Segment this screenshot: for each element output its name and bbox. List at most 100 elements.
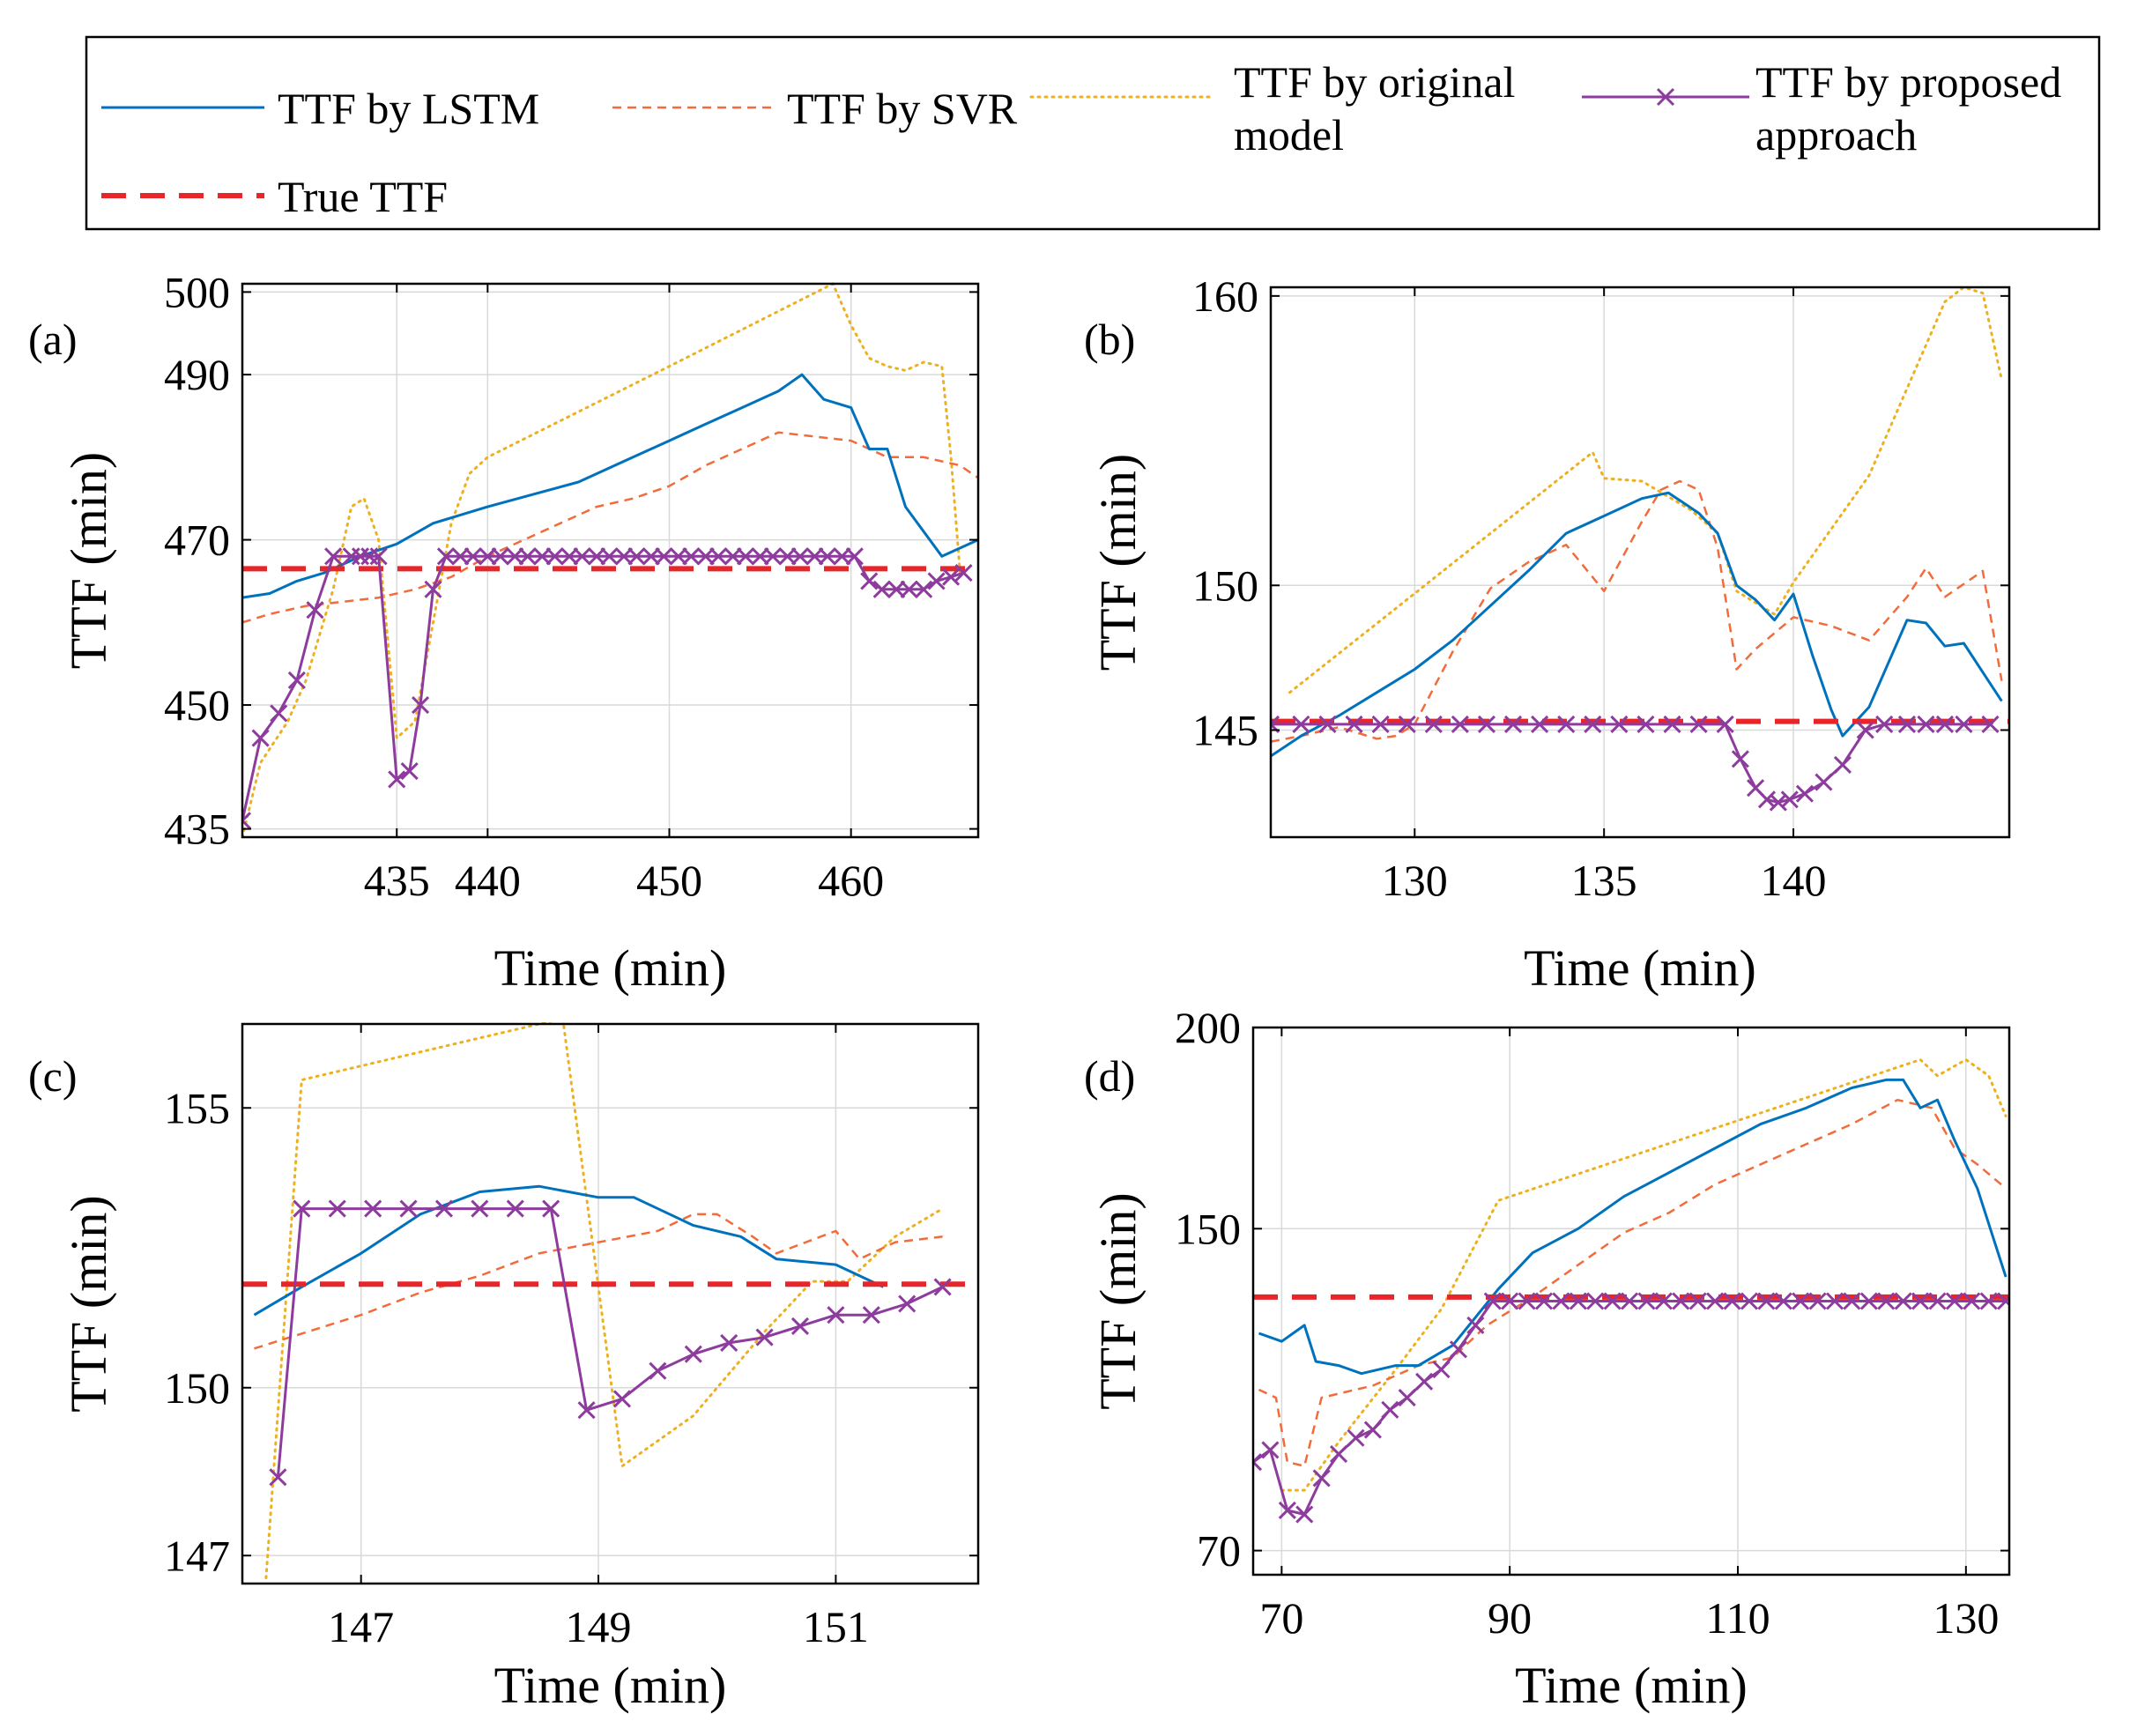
data-point-prop xyxy=(763,547,783,566)
data-point-prop xyxy=(545,547,564,566)
data-point-prop xyxy=(491,547,509,566)
data-point-prop xyxy=(287,671,306,689)
data-point-prop xyxy=(862,1306,880,1324)
data-point-prop xyxy=(573,547,591,566)
y-axis-title: TTF (min) xyxy=(60,452,117,669)
legend-label-orig-1: model xyxy=(1234,110,1344,160)
data-point-prop xyxy=(1586,1292,1605,1310)
tick-label-x: 147 xyxy=(328,1602,394,1651)
data-point-prop xyxy=(1935,715,1955,733)
data-point-prop xyxy=(1371,715,1390,733)
data-point-prop xyxy=(933,1278,952,1296)
tick-label-y: 145 xyxy=(1192,705,1258,754)
data-point-prop xyxy=(587,547,606,566)
data-point-prop xyxy=(790,547,810,566)
data-point-prop xyxy=(1672,1292,1690,1310)
legend-entry-true: True TTF xyxy=(101,172,448,221)
data-point-prop xyxy=(655,547,673,566)
data-point-prop xyxy=(388,770,406,789)
data-point-prop xyxy=(600,547,619,566)
data-point-prop xyxy=(1859,1292,1878,1310)
legend-label-orig-0: TTF by original xyxy=(1234,57,1515,107)
data-point-prop xyxy=(471,1199,489,1218)
axes-box xyxy=(1269,286,2011,839)
data-point-prop xyxy=(1552,1292,1570,1310)
data-point-prop xyxy=(1501,1292,1519,1310)
tick-label-x: 110 xyxy=(1705,1593,1770,1643)
data-point-prop xyxy=(1757,1292,1776,1310)
legend-box xyxy=(85,35,2101,231)
data-point-prop xyxy=(709,547,728,566)
data-point-prop xyxy=(242,812,252,830)
data-point-prop xyxy=(818,547,836,566)
panel-label: (a) xyxy=(28,315,78,364)
data-point-prop xyxy=(1318,715,1337,733)
series-line-orig xyxy=(1280,1058,2008,1492)
tick-label-x: 450 xyxy=(636,856,702,905)
legend-marker-prop xyxy=(1656,87,1675,107)
data-point-prop xyxy=(724,547,742,566)
data-point-prop xyxy=(1432,1361,1451,1379)
data-point-prop xyxy=(1723,1292,1741,1310)
legend-entry-svr: TTF by SVR xyxy=(612,84,1018,133)
data-point-prop xyxy=(778,547,797,566)
series-line-lstm xyxy=(242,373,978,599)
data-point-prop xyxy=(1398,1389,1416,1407)
data-point-prop xyxy=(898,1295,917,1313)
data-point-prop xyxy=(755,1328,774,1347)
data-point-prop xyxy=(542,1199,560,1218)
data-point-prop xyxy=(1997,1292,2009,1310)
tick-label-x: 90 xyxy=(1488,1593,1532,1643)
data-point-prop xyxy=(1636,715,1655,733)
data-point-prop xyxy=(751,547,769,566)
y-axis-title: TTF (min) xyxy=(1089,1192,1147,1409)
axes-box xyxy=(1251,1026,2011,1576)
data-point-prop xyxy=(1928,1292,1947,1310)
tick-label-x: 140 xyxy=(1761,856,1827,905)
data-point-prop xyxy=(669,547,687,566)
data-point-prop xyxy=(1917,715,1935,733)
data-point-prop xyxy=(1424,715,1443,733)
data-point-prop xyxy=(1740,1292,1759,1310)
data-point-prop xyxy=(479,547,497,566)
series-line-lstm xyxy=(1258,1078,2008,1376)
grid xyxy=(242,1024,978,1584)
data-point-prop xyxy=(1877,1292,1896,1310)
axes-box xyxy=(241,1022,980,1585)
tick-label-y: 490 xyxy=(164,350,230,399)
data-point-prop xyxy=(1531,715,1549,733)
data-point-prop xyxy=(1856,721,1874,739)
data-point-prop xyxy=(1381,1400,1399,1419)
data-point-prop xyxy=(614,547,634,566)
data-point-prop xyxy=(251,729,270,747)
data-point-prop xyxy=(1534,1292,1554,1310)
data-point-prop xyxy=(649,1361,667,1380)
tick-label-x: 435 xyxy=(364,856,430,905)
plot-area xyxy=(1271,287,2009,837)
x-axis-title: Time (min) xyxy=(1515,1657,1748,1714)
data-point-prop xyxy=(1963,1292,1981,1310)
data-point-prop xyxy=(533,547,552,566)
ticks: 147 149 151 147 150 155 xyxy=(164,1024,978,1651)
data-point-prop xyxy=(612,1390,632,1408)
data-point-prop xyxy=(399,1199,418,1218)
data-point-prop xyxy=(845,547,864,566)
panel-label: (c) xyxy=(28,1051,78,1101)
data-point-prop xyxy=(1518,1292,1536,1310)
data-point-prop xyxy=(1253,1453,1263,1472)
data-point-prop xyxy=(324,547,343,566)
data-point-prop xyxy=(1774,1292,1792,1310)
data-point-prop xyxy=(1731,750,1749,768)
data-point-prop xyxy=(1894,1292,1912,1310)
data-point-prop xyxy=(1261,1441,1280,1459)
data-point-prop xyxy=(833,547,851,566)
data-point-prop xyxy=(1911,1292,1930,1310)
data-point-prop xyxy=(1278,1501,1296,1520)
panel-label: (d) xyxy=(1084,1051,1135,1101)
legend-label-lstm-0: TTF by LSTM xyxy=(278,84,539,133)
series-group xyxy=(242,282,978,839)
tick-label-y: 150 xyxy=(1192,560,1258,610)
ticks: 130 135 140 145 150 160 xyxy=(1192,271,2009,905)
tick-label-y: 70 xyxy=(1197,1526,1241,1576)
legend-label-prop-1: approach xyxy=(1755,110,1917,160)
